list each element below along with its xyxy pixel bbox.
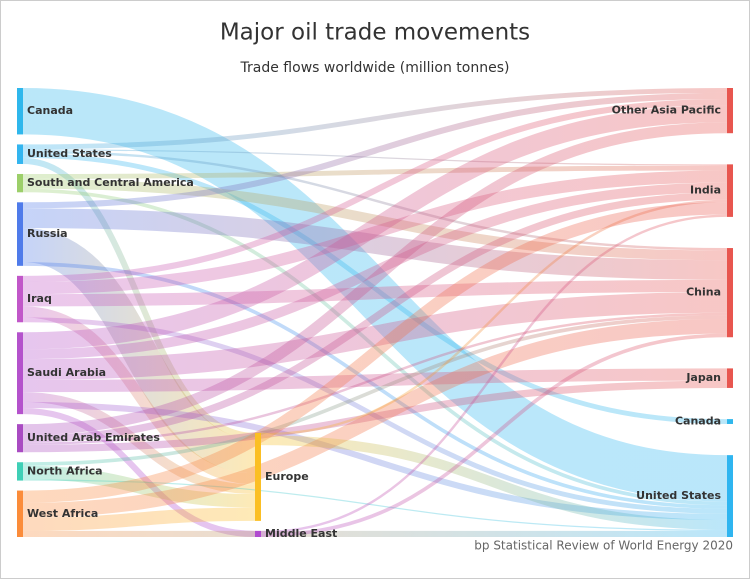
node-bar	[727, 88, 733, 134]
flow	[260, 333, 728, 537]
node-bar	[727, 368, 733, 388]
node-label: China	[686, 286, 721, 299]
node-label: Iraq	[27, 292, 52, 305]
node-bar	[17, 332, 23, 415]
chart-title: Major oil trade movements	[220, 20, 530, 46]
flow	[22, 192, 728, 443]
node-label: Saudi Arabia	[27, 366, 106, 379]
node-bar	[727, 248, 733, 338]
node-label: West Africa	[27, 507, 98, 520]
node-bar	[17, 462, 23, 481]
flow	[22, 507, 256, 531]
node-bar	[727, 164, 733, 217]
node-label: United States	[27, 147, 112, 160]
flow	[22, 182, 728, 360]
node-bar	[17, 275, 23, 323]
flow	[22, 165, 728, 179]
flow	[22, 122, 728, 436]
flow	[22, 105, 728, 350]
node-bar	[17, 173, 23, 193]
flow	[22, 368, 728, 393]
node-bar	[727, 455, 733, 537]
node-label: Other Asia Pacific	[612, 104, 721, 117]
node-label: United States	[636, 489, 721, 502]
flow	[260, 214, 728, 534]
flow	[22, 149, 728, 166]
node-bar	[17, 202, 23, 266]
chart-subtitle: Trade flows worldwide (million tonnes)	[240, 60, 510, 76]
flow	[22, 208, 728, 280]
node-bar	[255, 530, 261, 537]
flow	[22, 312, 728, 445]
nodes: Canada United States South and Central Ame…	[17, 88, 733, 540]
node-bar	[17, 490, 23, 537]
flow	[22, 318, 728, 518]
node-label: Canada	[675, 415, 721, 428]
node-label: Europe	[265, 470, 309, 483]
flow	[260, 199, 728, 436]
node-label: United Arab Emirates	[27, 431, 160, 444]
flow	[22, 92, 728, 209]
source-credit: bp Statistical Review of World Energy 20…	[474, 539, 733, 553]
flow	[22, 87, 728, 150]
node-label: India	[690, 184, 721, 197]
node-label: Canada	[27, 104, 73, 117]
node-label: Middle East	[265, 527, 337, 540]
flow	[22, 202, 728, 503]
flow	[22, 292, 728, 380]
node-label: Russia	[27, 227, 68, 240]
node-bar	[255, 432, 261, 521]
node-bar	[17, 144, 23, 164]
node-bar	[17, 88, 23, 135]
node-label: South and Central America	[27, 176, 194, 189]
node-label: Japan	[685, 371, 721, 384]
node-bar	[727, 419, 733, 424]
node-bar	[17, 424, 23, 453]
links	[21, 87, 728, 537]
flow	[22, 150, 728, 251]
node-label: North Africa	[27, 464, 103, 477]
flow	[22, 408, 256, 537]
flow	[260, 435, 728, 530]
flow	[22, 315, 728, 466]
flow	[22, 98, 728, 282]
flow	[22, 279, 728, 307]
